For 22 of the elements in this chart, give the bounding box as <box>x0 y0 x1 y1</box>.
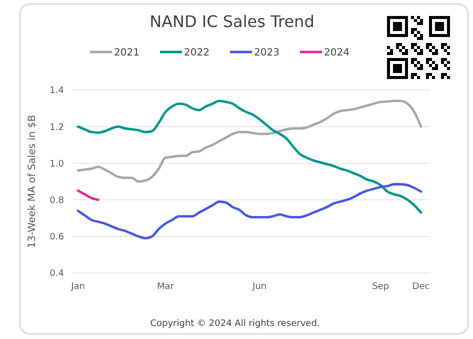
x-tick-label: Jan <box>70 282 85 292</box>
x-tick-label: Dec <box>412 282 430 292</box>
x-tick-label: Sep <box>372 282 390 292</box>
line-series <box>76 189 100 201</box>
y-tick-label: 1.4 <box>50 86 64 96</box>
y-tick-label: 1.2 <box>50 122 64 133</box>
legend-label: 2022 <box>184 48 210 58</box>
y-tick-label: 1.0 <box>50 159 64 170</box>
text: Copyright © 2024 All rights reserved. <box>150 319 320 329</box>
x-tick-label: Jun <box>252 282 267 292</box>
legend-label: 2021 <box>114 48 140 58</box>
y-tick-label: 0.8 <box>50 196 64 206</box>
line-series <box>76 100 422 214</box>
legend-label: 2024 <box>324 48 350 58</box>
chart-title: NAND IC Sales Trend <box>150 12 314 31</box>
x-tick-label: Mar <box>156 282 174 292</box>
line-series <box>76 100 422 183</box>
line-series <box>76 183 422 240</box>
y-tick-label: 0.6 <box>50 232 64 243</box>
y-tick-label: 0.4 <box>50 269 64 280</box>
legend-label: 2023 <box>254 48 280 58</box>
y-axis-title: 13-Week MA of Sales in $B <box>27 114 38 248</box>
